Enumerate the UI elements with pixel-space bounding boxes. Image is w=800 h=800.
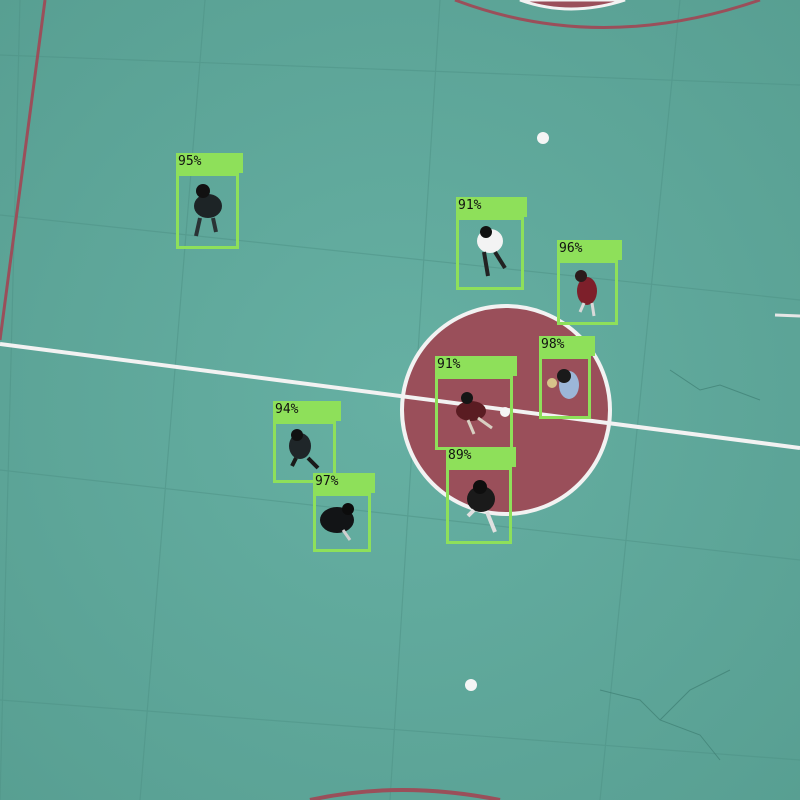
bounding-box (557, 260, 618, 325)
confidence-label: 91% (435, 356, 517, 376)
bounding-box (446, 467, 512, 544)
bounding-box (273, 421, 336, 483)
confidence-label: 97% (313, 473, 375, 493)
person (466, 480, 497, 533)
bounding-box (176, 173, 239, 249)
bounding-box (313, 493, 371, 552)
ball (500, 407, 510, 417)
person (456, 392, 493, 435)
confidence-label: 98% (539, 336, 595, 356)
court-mark-right (774, 313, 800, 318)
confidence-label: 96% (557, 240, 622, 260)
person (320, 503, 354, 541)
person (194, 184, 222, 237)
bottom-arc (309, 788, 501, 800)
halfway-line (0, 342, 800, 450)
left-sideline (0, 0, 47, 341)
bounding-box (456, 217, 524, 290)
court-cracks (599, 369, 761, 761)
top-circle-segment (519, 0, 626, 11)
ball (537, 132, 549, 144)
top-arc (454, 0, 761, 29)
person (547, 369, 579, 399)
bounding-box (435, 376, 513, 450)
confidence-label: 89% (446, 447, 516, 467)
person (575, 270, 597, 317)
confidence-label: 94% (273, 401, 341, 421)
person (289, 429, 320, 470)
confidence-label: 91% (456, 197, 527, 217)
person (477, 226, 507, 277)
bounding-box (539, 356, 591, 419)
confidence-label: 95% (176, 153, 243, 173)
ball (465, 679, 477, 691)
